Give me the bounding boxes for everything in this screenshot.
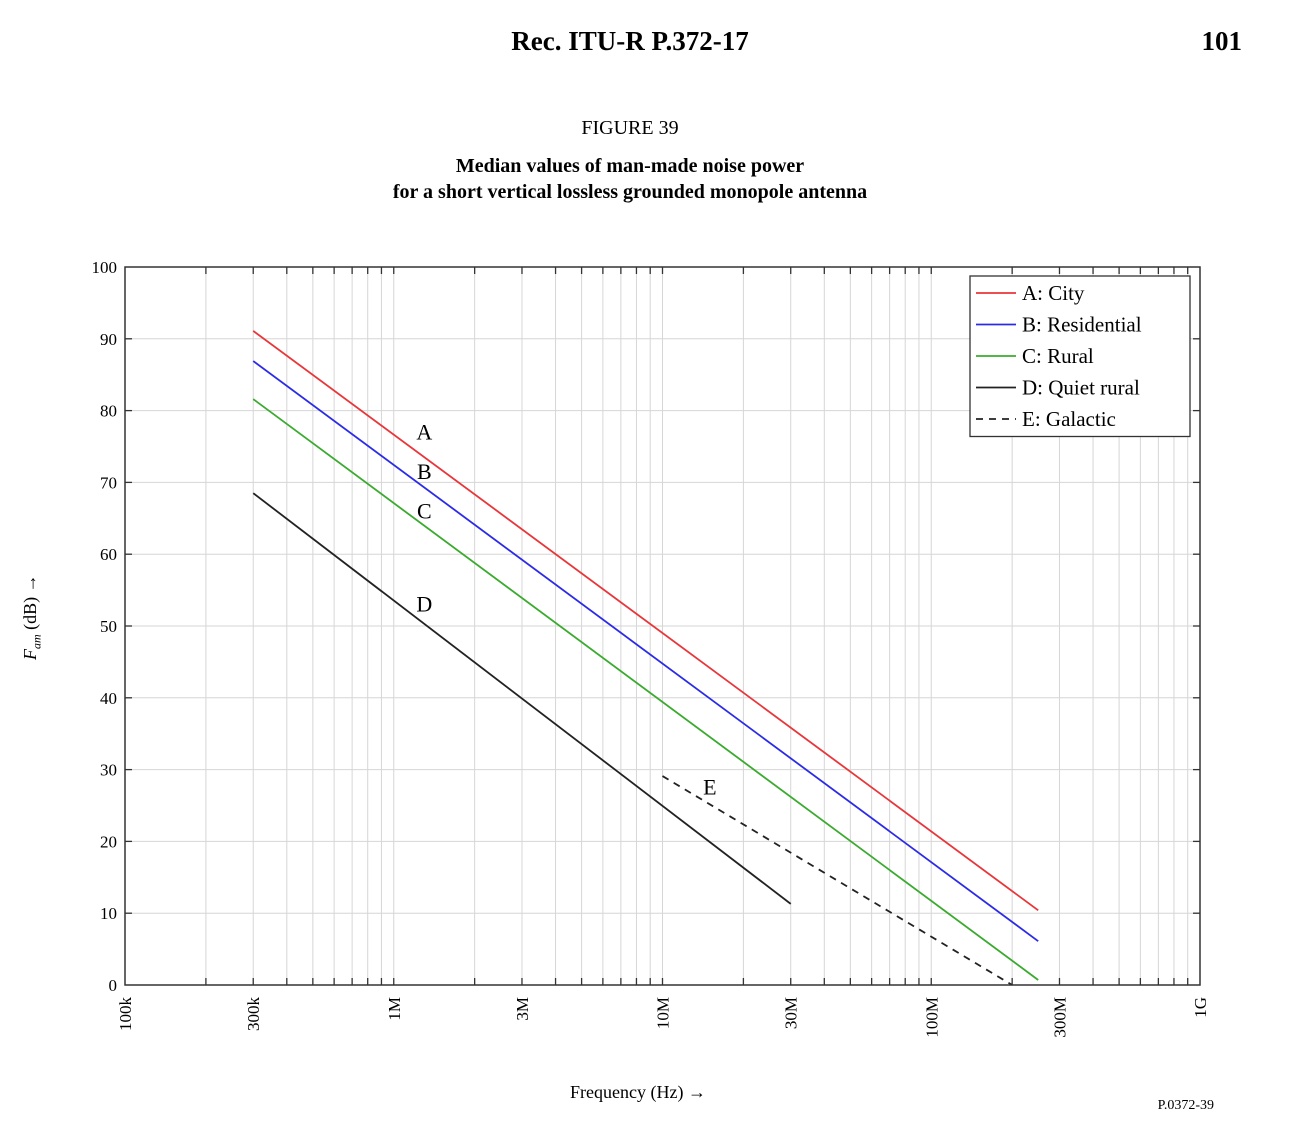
legend-entry-e: E: Galactic — [1022, 407, 1116, 431]
axis-ticks: 0 10 20 30 40 50 60 70 80 90 100 100k 300k 1M 3M 10M 30M… — [92, 258, 1211, 1038]
legend: A: City B: Residential C: Rural D: Quiet ru… — [969, 275, 1191, 438]
x-tick-label: 1G — [1191, 997, 1210, 1018]
y-tick-label: 100 — [92, 258, 118, 277]
y-tick-label: 90 — [100, 330, 117, 349]
y-axis-label: Fam (dB) → — [20, 574, 45, 660]
curve-label-d: D — [416, 592, 432, 617]
plot-frame — [124, 266, 1201, 986]
y-tick-label: 20 — [100, 832, 117, 851]
y-axis-label-subscript: am — [29, 634, 44, 649]
y-axis-label-symbol: F — [20, 649, 40, 660]
x-tick-label: 300k — [244, 997, 263, 1032]
y-tick-label: 0 — [109, 976, 118, 995]
page-header-title: Rec. ITU-R P.372-17 — [511, 26, 749, 56]
curve-labels: ABC D E — [416, 419, 716, 799]
series-lines — [252, 330, 1039, 986]
legend-entry-b: B: Residential — [1022, 313, 1142, 337]
figure-title: Median values of man-made noise power fo… — [0, 153, 1260, 205]
figure-code: P.0372-39 — [1157, 1098, 1214, 1113]
y-tick-label: 70 — [100, 473, 117, 492]
x-tick-label: 3M — [513, 997, 532, 1021]
x-tick-label: 1M — [385, 997, 404, 1021]
curve-label-c: C — [417, 498, 432, 523]
y-tick-label: 80 — [100, 402, 117, 421]
series-line-b — [252, 360, 1039, 942]
y-tick-label: 50 — [100, 617, 117, 636]
figure-title-line-1: Median values of man-made noise power — [455, 155, 805, 177]
figure-label: FIGURE 39 — [581, 117, 679, 139]
series-line-c — [252, 398, 1039, 981]
figure-title-line-2: for a short vertical lossless grounded m… — [392, 181, 868, 203]
series-line-e — [662, 775, 1013, 986]
series-line-a — [252, 330, 1039, 912]
page-number: 101 — [1201, 26, 1243, 56]
grid — [125, 267, 1200, 985]
y-axis-label-unit: (dB) → — [20, 574, 40, 635]
legend-entry-d: D: Quiet rural — [1022, 376, 1140, 400]
x-tick-label: 300M — [1050, 997, 1069, 1038]
x-tick-label: 30M — [782, 997, 801, 1029]
curve-label-e: E — [703, 775, 716, 800]
legend-entry-c: C: Rural — [1022, 344, 1094, 368]
series-line-d — [252, 492, 792, 905]
x-tick-label: 100M — [922, 997, 941, 1038]
y-tick-label: 30 — [100, 761, 117, 780]
legend-entry-a: A: City — [1022, 281, 1085, 305]
x-axis-label: Frequency (Hz) → — [570, 1082, 706, 1102]
y-tick-label: 40 — [100, 689, 117, 708]
y-tick-label: 60 — [100, 545, 117, 564]
x-tick-label: 100k — [116, 997, 135, 1032]
y-tick-label: 10 — [100, 904, 117, 923]
curve-label-b: B — [417, 459, 432, 484]
x-tick-label: 10M — [654, 997, 673, 1029]
curve-label-a: A — [416, 419, 432, 444]
